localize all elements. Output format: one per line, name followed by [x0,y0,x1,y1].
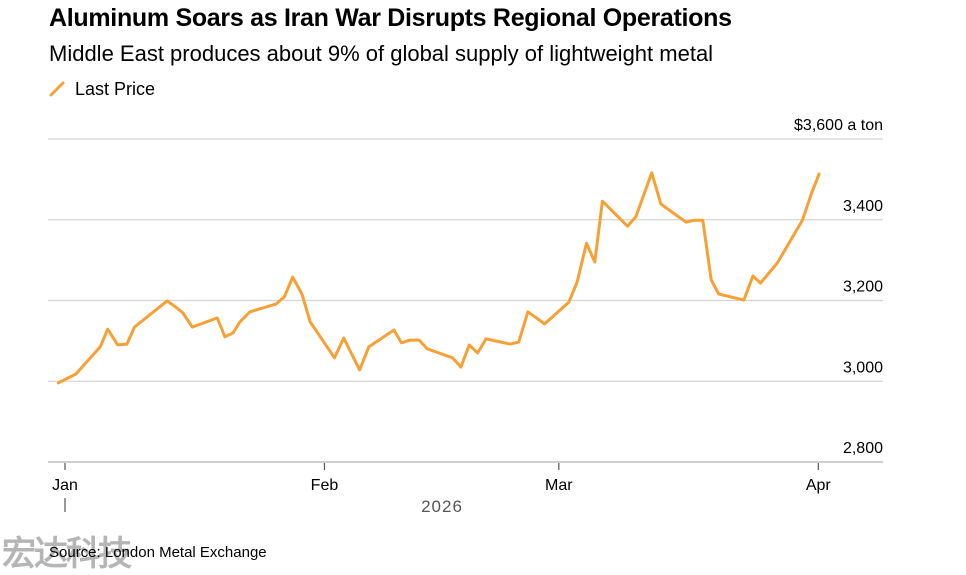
x-axis-year-label: 2026 [421,497,463,516]
series-line-last-price [58,173,819,383]
x-tick-label: Apr [806,477,832,494]
source-note: Source: London Metal Exchange [49,544,267,561]
y-axis-labels: $3,600 a ton 3,400 3,200 3,000 2,800 [794,117,883,457]
y-tick-label: 3,200 [843,279,883,296]
y-tick-label: 3,400 [843,198,883,215]
gridlines [48,139,883,462]
y-tick-label: 2,800 [843,440,883,457]
x-tick-label: Jan [52,477,78,494]
x-tick-label: Feb [311,477,339,494]
y-axis-unit-label: $3,600 a ton [794,117,883,134]
series-layer [58,173,819,383]
y-tick-label: 3,000 [843,359,883,376]
x-tick-label: Mar [545,477,573,494]
